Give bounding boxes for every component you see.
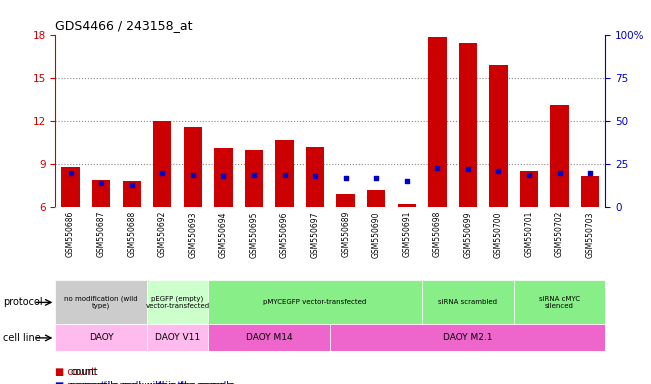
Bar (55, 280, 147, 324)
Text: DAOY V11: DAOY V11 (155, 333, 200, 343)
Point (555, 170, 565, 176)
Text: GSM550687: GSM550687 (97, 211, 105, 257)
Bar (337, 194, 355, 207)
Bar (147, 324, 208, 351)
Text: GSM550689: GSM550689 (341, 211, 350, 257)
Bar (490, 65, 508, 207)
Bar (398, 204, 416, 207)
Text: GSM550688: GSM550688 (127, 211, 136, 257)
Bar (520, 171, 538, 207)
Point (585, 170, 596, 176)
Text: GSM550699: GSM550699 (464, 211, 473, 258)
Point (463, 166, 473, 172)
Text: siRNA cMYC
silenced: siRNA cMYC silenced (539, 296, 580, 309)
Bar (422, 280, 514, 324)
Text: GSM550694: GSM550694 (219, 211, 228, 258)
Text: ■ count: ■ count (55, 367, 95, 377)
Bar (208, 280, 422, 324)
Text: GSM550697: GSM550697 (311, 211, 320, 258)
Text: percentile rank within the sample: percentile rank within the sample (70, 381, 235, 384)
Bar (367, 190, 385, 207)
Text: count: count (70, 367, 98, 377)
Bar (92, 180, 110, 207)
Bar (245, 150, 263, 207)
Bar (214, 148, 232, 207)
Point (96, 180, 106, 186)
Point (126, 182, 137, 188)
Point (340, 175, 351, 181)
Text: DAOY M14: DAOY M14 (246, 333, 292, 343)
Text: GSM550696: GSM550696 (280, 211, 289, 258)
Text: GSM550692: GSM550692 (158, 211, 167, 257)
Bar (428, 38, 447, 207)
Bar (550, 105, 569, 207)
Bar (275, 140, 294, 207)
Text: pEGFP (empty)
vector-transfected: pEGFP (empty) vector-transfected (146, 296, 210, 309)
Text: GSM550698: GSM550698 (433, 211, 442, 257)
Bar (514, 280, 605, 324)
Point (187, 171, 198, 177)
Text: GSM550703: GSM550703 (586, 211, 594, 258)
Bar (184, 127, 202, 207)
Bar (61, 167, 80, 207)
Text: GSM550693: GSM550693 (188, 211, 197, 258)
Text: GSM550686: GSM550686 (66, 211, 75, 257)
Bar (306, 147, 324, 207)
Text: GSM550690: GSM550690 (372, 211, 381, 258)
Text: siRNA scrambled: siRNA scrambled (438, 300, 497, 305)
Text: pMYCEGFP vector-transfected: pMYCEGFP vector-transfected (264, 300, 367, 305)
Text: GSM550702: GSM550702 (555, 211, 564, 257)
Bar (153, 121, 171, 207)
Point (157, 170, 167, 176)
Point (402, 178, 412, 185)
Bar (581, 176, 600, 207)
Text: no modification (wild
type): no modification (wild type) (64, 295, 138, 310)
Point (371, 175, 381, 181)
Point (249, 171, 259, 177)
Point (524, 171, 534, 177)
Point (65, 170, 76, 176)
Text: ■ percentile rank within the sample: ■ percentile rank within the sample (55, 381, 232, 384)
Bar (55, 324, 147, 351)
Bar (147, 280, 208, 324)
Point (279, 171, 290, 177)
Text: DAOY: DAOY (89, 333, 113, 343)
Bar (459, 43, 477, 207)
Text: GSM550691: GSM550691 (402, 211, 411, 257)
Text: cell line: cell line (3, 333, 41, 343)
Text: GSM550695: GSM550695 (249, 211, 258, 258)
Bar (122, 182, 141, 207)
Text: protocol: protocol (3, 297, 43, 308)
Text: GSM550701: GSM550701 (525, 211, 534, 257)
Text: GSM550700: GSM550700 (494, 211, 503, 258)
Bar (330, 324, 605, 351)
Point (493, 168, 504, 174)
Point (432, 165, 443, 171)
Bar (208, 324, 330, 351)
Point (310, 173, 320, 179)
Point (218, 173, 229, 179)
Text: DAOY M2.1: DAOY M2.1 (443, 333, 493, 343)
Text: GDS4466 / 243158_at: GDS4466 / 243158_at (55, 19, 193, 32)
